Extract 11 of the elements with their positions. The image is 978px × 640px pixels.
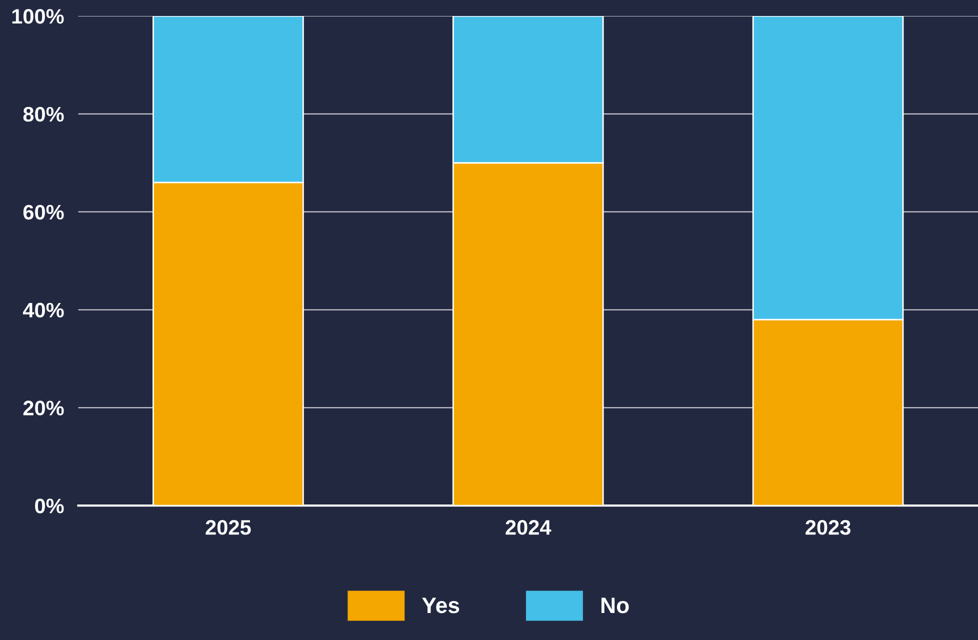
x-tick-label: 2024 [506,520,552,535]
y-tick-label: 100% [12,9,64,24]
y-tick-label: 0% [35,498,64,514]
y-tick-label: 40% [22,302,64,318]
legend-label: No [602,598,629,614]
x-tick-label: 2025 [206,520,251,535]
y-tick-label: 60% [23,204,64,220]
y-tick-label: 80% [23,106,64,122]
y-tick-label: 20% [23,400,64,416]
legend-label: Yes [422,598,460,614]
x-tick-label: 2023 [806,520,850,535]
